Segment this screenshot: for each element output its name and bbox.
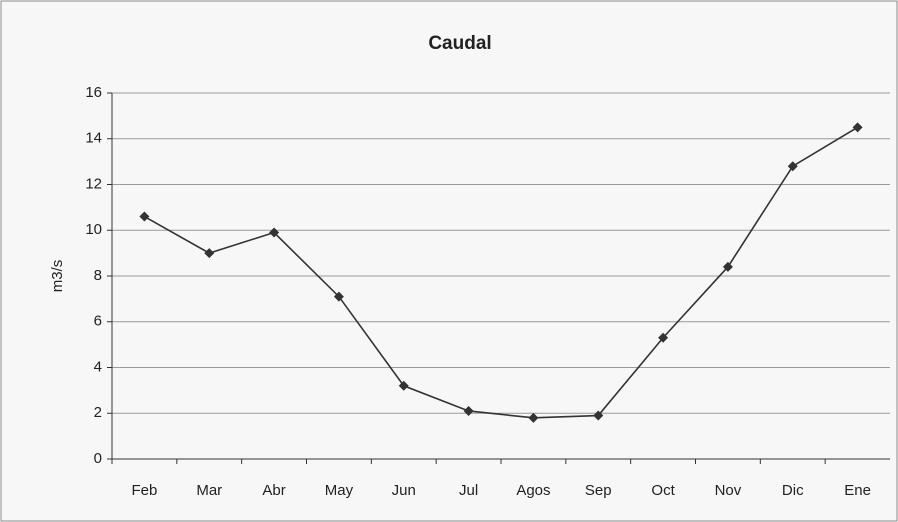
x-tick-label: Jun <box>392 482 416 499</box>
x-tick-label: Jul <box>459 482 478 499</box>
data-point <box>204 248 215 259</box>
x-tick-label: Ene <box>844 482 871 499</box>
data-point <box>787 161 798 172</box>
data-point <box>658 332 669 343</box>
series-line <box>144 126 858 419</box>
x-tick-label: May <box>325 482 354 499</box>
y-tick-label: 2 <box>94 404 102 421</box>
data-point <box>593 410 604 421</box>
y-tick-label: 0 <box>94 450 102 467</box>
x-tick-label: Sep <box>585 482 612 499</box>
data-point <box>333 291 344 302</box>
y-tick-label: 4 <box>94 358 102 375</box>
y-tick-label: 16 <box>85 84 102 101</box>
x-tick-label: Nov <box>715 482 742 499</box>
y-tick-label: 8 <box>94 267 102 284</box>
data-point <box>722 261 733 272</box>
data-point <box>139 211 150 222</box>
y-tick-label: 14 <box>85 130 102 147</box>
y-axis-label: m3/s <box>49 260 66 293</box>
x-tick-label: Agos <box>516 482 550 499</box>
data-point <box>398 380 409 391</box>
x-tick-label: Feb <box>131 482 157 499</box>
data-point <box>528 412 539 423</box>
x-tick-label: Mar <box>196 482 222 499</box>
data-point <box>463 405 474 416</box>
x-tick-label: Abr <box>262 482 285 499</box>
chart-title: Caudal <box>428 33 491 54</box>
x-tick-label: Dic <box>782 482 804 499</box>
x-tick-label: Oct <box>651 482 675 499</box>
data-point <box>269 227 280 238</box>
y-tick-label: 10 <box>85 221 102 238</box>
data-point <box>852 122 863 133</box>
y-tick-label: 6 <box>94 313 102 330</box>
y-tick-label: 12 <box>85 175 102 192</box>
